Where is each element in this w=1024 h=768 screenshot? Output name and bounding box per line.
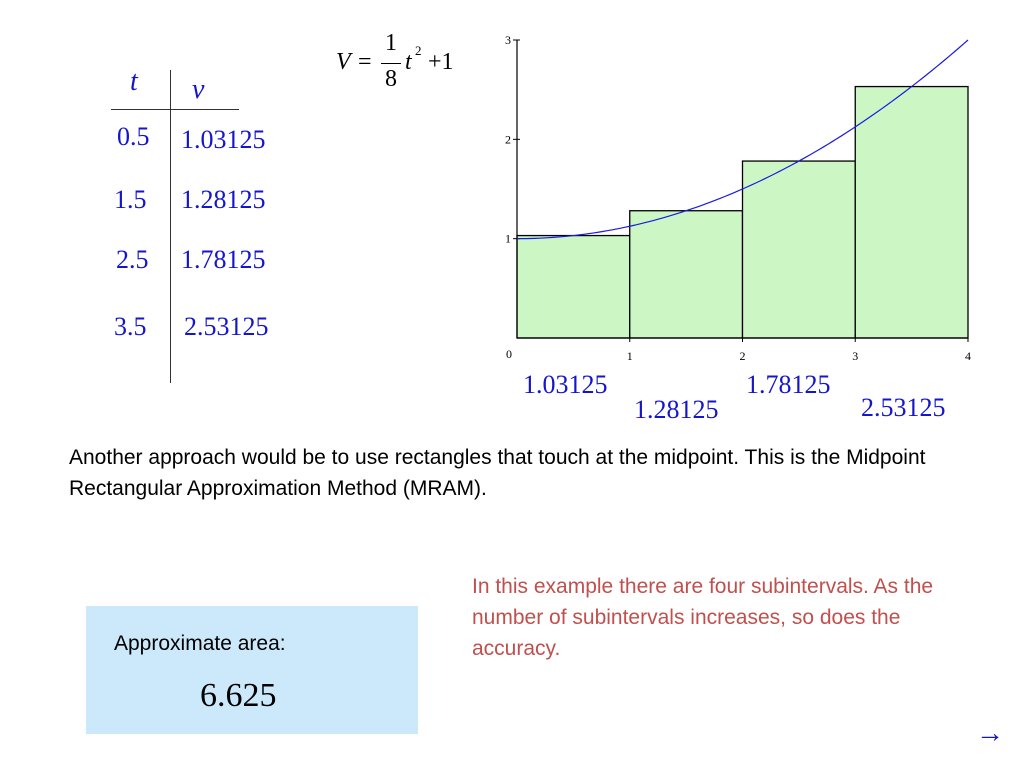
- table-column-divider: [170, 70, 171, 383]
- approximate-area-box: [86, 606, 418, 734]
- y-tick-label: 1: [505, 232, 511, 246]
- formula-plus-const: +1: [428, 49, 454, 75]
- function-curve: [516, 39, 969, 240]
- formula-numerator: 1: [385, 30, 397, 56]
- chart-bar: [516, 234, 631, 339]
- table-cell-v: 1.03125: [181, 125, 266, 154]
- table-cell-t: 2.5: [116, 245, 149, 274]
- table-header-divider: [111, 109, 239, 110]
- table-cell-t: 3.5: [114, 312, 147, 341]
- x-tick-label: 4: [965, 349, 971, 363]
- x-tick-label: 2: [740, 349, 746, 363]
- table-cell-v: 1.28125: [181, 185, 266, 214]
- chart-bar: [741, 160, 856, 339]
- accuracy-note: In this example there are four subinterv…: [472, 575, 934, 660]
- formula-equals: =: [358, 49, 372, 75]
- fraction-bar: [381, 63, 401, 64]
- table-cell-t: 0.5: [117, 122, 150, 151]
- y-tick-label: 3: [505, 33, 511, 47]
- y-tick-label: 2: [505, 132, 511, 146]
- chart-bar: [629, 210, 744, 339]
- bar-value-label: 1.78125: [746, 370, 831, 399]
- next-slide-arrow-icon[interactable]: →: [976, 718, 1004, 749]
- formula-lhs: V: [336, 49, 351, 75]
- x-tick-label: 1: [627, 349, 633, 363]
- formula: V = 1 8 t 2 +1: [336, 30, 466, 100]
- table-cell-v: 1.78125: [181, 245, 266, 274]
- table-cell-v: 2.53125: [184, 312, 269, 341]
- chart-bar: [854, 85, 969, 339]
- bar-value-label: 2.53125: [861, 393, 946, 422]
- x-tick-label: 3: [852, 349, 858, 363]
- formula-denominator: 8: [385, 66, 397, 92]
- x-tick-label: 0: [506, 347, 512, 361]
- approximate-area-value: 6.625: [200, 677, 277, 714]
- approximate-area-label: Approximate area:: [114, 632, 286, 655]
- bar-value-label: 1.03125: [523, 370, 608, 399]
- description-text: Another approach would be to use rectang…: [69, 446, 926, 500]
- formula-var: t: [405, 49, 412, 75]
- mram-chart: 1 2 3 0 1 2 3 4: [505, 33, 971, 363]
- table-header-t: t: [130, 66, 138, 97]
- bar-value-label: 1.28125: [634, 395, 719, 424]
- table-header-v: v: [192, 74, 205, 105]
- formula-exponent: 2: [415, 43, 422, 58]
- table-cell-t: 1.5: [114, 185, 147, 214]
